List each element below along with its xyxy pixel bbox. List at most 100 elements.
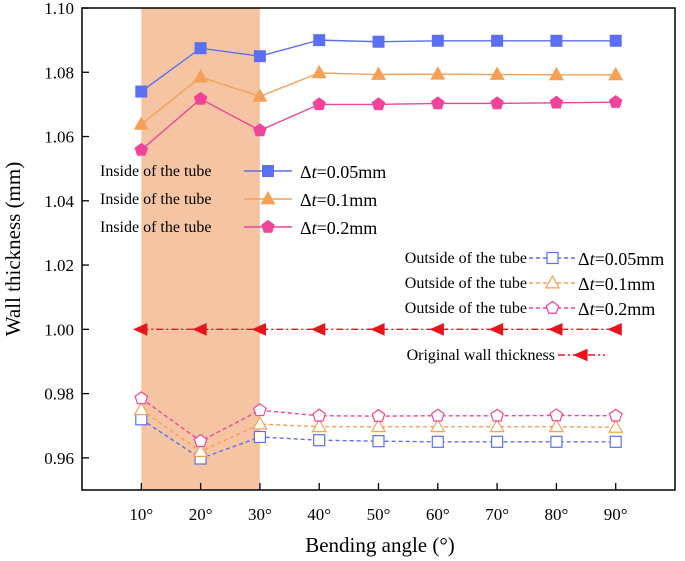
point-marker: [550, 435, 563, 448]
legend-item-inside-1: Inside of the tube Δt=0.1mm: [100, 190, 377, 210]
legend-item-outside-0: Outside of the tube Δt=0.05mm: [405, 249, 664, 269]
point-marker: [490, 408, 504, 422]
point-marker: [608, 95, 623, 108]
point-marker: [608, 408, 623, 422]
x-tick-label: 40°: [307, 505, 331, 524]
legend-swatch: [529, 251, 576, 265]
point-marker: [371, 408, 386, 422]
point-marker: [251, 322, 266, 336]
x-tick-label: 90°: [604, 505, 628, 524]
point-marker: [311, 418, 327, 433]
legend-label: Inside of the tube: [100, 219, 212, 236]
legend-delta: Δt=0.2mm: [578, 299, 655, 319]
legend-original: Original wall thickness: [407, 347, 555, 364]
point-marker: [134, 391, 149, 405]
point-marker: [430, 66, 446, 80]
x-tick-label: 10°: [129, 505, 153, 524]
point-marker: [310, 322, 326, 336]
point-marker: [430, 418, 446, 433]
point-marker: [429, 322, 444, 336]
y-tick-label: 1.06: [44, 128, 74, 147]
point-marker: [545, 300, 560, 314]
series-line: [140, 409, 616, 453]
point-marker: [431, 34, 444, 47]
legend-item-inside-2: Inside of the tube Δt=0.2mm: [100, 218, 377, 238]
legend-item-inside-0: Inside of the tube Δt=0.05mm: [100, 162, 386, 182]
legend-swatch: [529, 300, 576, 314]
legend-swatch: [244, 165, 292, 177]
point-marker: [490, 96, 504, 110]
point-marker: [544, 274, 561, 289]
series-line: [140, 397, 616, 442]
x-tick-label: 60°: [426, 505, 450, 524]
point-marker: [253, 403, 267, 417]
point-marker: [313, 434, 326, 447]
point-marker: [573, 348, 588, 362]
point-marker: [609, 34, 622, 47]
highlight-band: [141, 8, 260, 490]
series-5: [134, 391, 623, 448]
series-2: [134, 91, 623, 156]
point-marker: [488, 322, 504, 336]
point-marker: [370, 322, 385, 336]
point-marker: [133, 322, 148, 336]
point-marker: [489, 66, 505, 80]
point-marker: [312, 408, 327, 422]
y-tick-label: 1.10: [44, 0, 74, 18]
point-marker: [253, 123, 267, 137]
point-marker: [371, 97, 386, 111]
point-marker: [546, 251, 559, 265]
point-marker: [609, 435, 622, 448]
y-tick-label: 1.02: [44, 256, 74, 275]
point-marker: [312, 97, 326, 111]
y-axis-title: Wall thickness (mm): [1, 162, 25, 336]
legend-delta: Δt=0.1mm: [300, 190, 377, 210]
point-marker: [372, 435, 385, 448]
legend-outside: Outside of the tube Δt=0.05mm Outside of…: [405, 249, 664, 319]
x-tick-label: 20°: [189, 505, 213, 524]
point-marker: [548, 418, 565, 433]
point-marker: [370, 66, 387, 80]
axis-layer: 0.96 0.98 1.00 1.02 1.04 1.06 1.08 1.10 10° 20° 30…: [44, 0, 627, 524]
point-marker: [608, 419, 624, 433]
point-marker: [431, 435, 444, 448]
point-marker: [260, 190, 276, 205]
point-marker: [372, 35, 385, 48]
point-marker: [194, 42, 207, 55]
point-marker: [608, 66, 624, 81]
legend-swatch: [244, 219, 292, 233]
y-tick-label: 0.96: [44, 449, 74, 468]
y-tick-label: 1.08: [44, 63, 74, 82]
point-marker: [431, 96, 445, 110]
point-marker: [550, 34, 563, 47]
point-marker: [253, 430, 266, 444]
series-4: [133, 401, 624, 457]
legend-label: Original wall thickness: [407, 347, 555, 364]
series-6: [133, 322, 622, 336]
legend-label: Inside of the tube: [100, 163, 212, 180]
point-marker: [607, 322, 622, 336]
legend-swatch: [529, 274, 576, 289]
legend-inside: Inside of the tube Δt=0.05mm Inside of t…: [100, 162, 386, 238]
point-marker: [370, 418, 387, 433]
point-marker: [192, 322, 207, 336]
legend-delta: Δt=0.05mm: [578, 249, 664, 269]
point-marker: [135, 85, 148, 98]
point-marker: [193, 91, 208, 105]
point-marker: [135, 413, 148, 426]
legend-label: Outside of the tube: [405, 275, 527, 292]
x-tick-label: 50°: [367, 505, 391, 524]
point-marker: [193, 69, 209, 83]
series-layer: [133, 34, 624, 465]
y-tick-label: 0.98: [44, 385, 74, 404]
legend-label: Outside of the tube: [405, 250, 527, 267]
point-marker: [311, 64, 327, 79]
point-marker: [252, 88, 268, 102]
legend-swatches: [244, 165, 605, 362]
point-marker: [192, 443, 209, 457]
y-tick-label: 1.04: [44, 192, 74, 211]
legend-swatch: [558, 348, 605, 362]
series-0: [135, 34, 622, 98]
point-marker: [491, 435, 504, 448]
